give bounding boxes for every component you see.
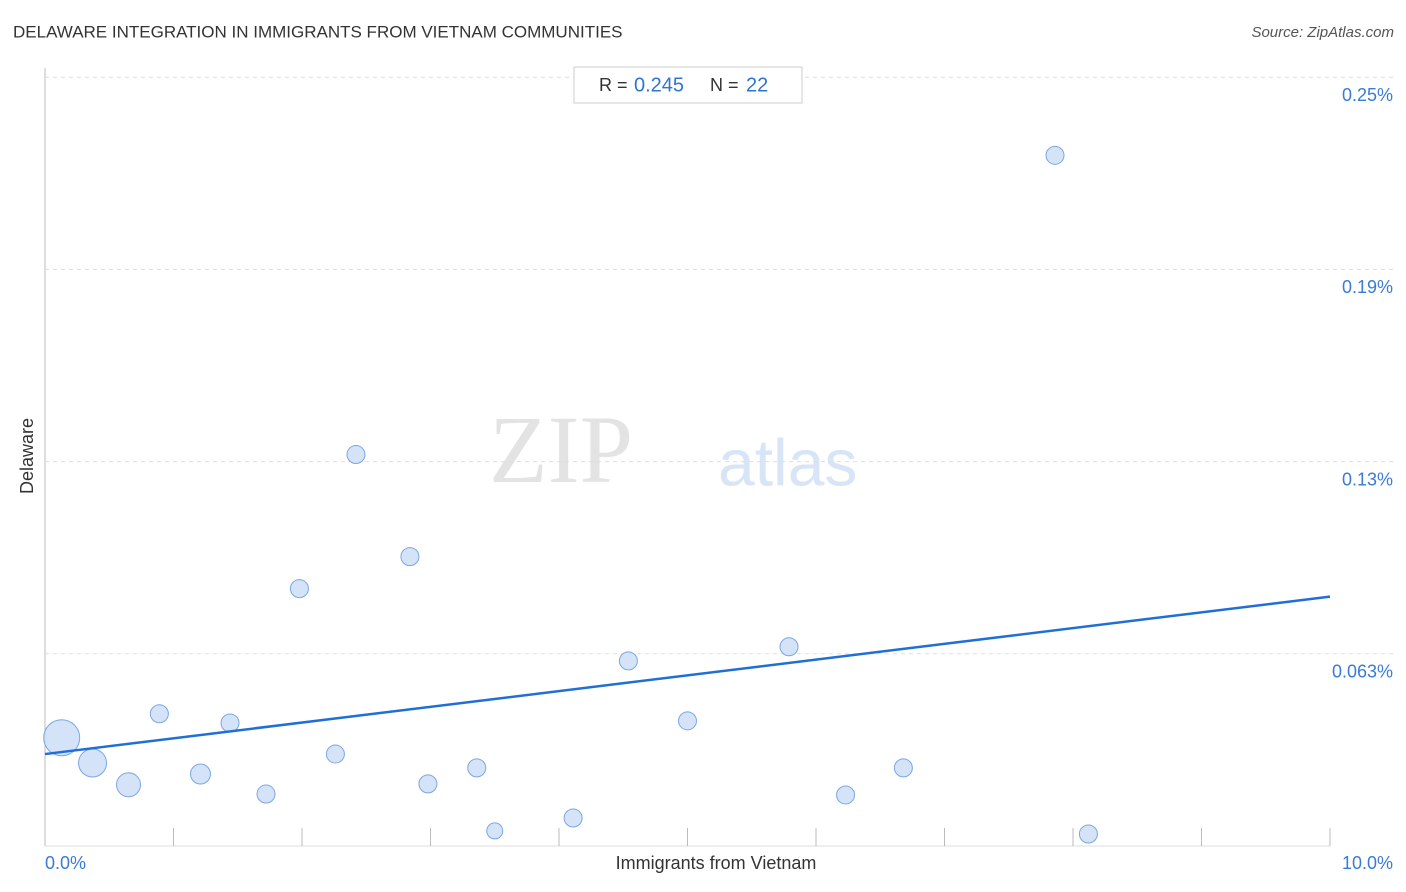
y-tick-label: 0.13% bbox=[1342, 469, 1393, 489]
y-axis-label: Delaware bbox=[17, 418, 37, 494]
source: Source: ZipAtlas.com bbox=[1251, 24, 1394, 41]
stats-label: R = bbox=[599, 75, 628, 95]
point bbox=[78, 748, 108, 778]
chart-title: DELAWARE INTEGRATION IN IMMIGRANTS FROM … bbox=[13, 22, 623, 41]
point bbox=[149, 704, 169, 724]
stats-box bbox=[573, 66, 803, 104]
stats-value: 22 bbox=[746, 74, 768, 96]
y-tick-label: 0.25% bbox=[1342, 85, 1393, 105]
y-tick-label: 0.19% bbox=[1342, 277, 1393, 297]
point bbox=[618, 651, 638, 671]
point bbox=[779, 637, 799, 657]
point bbox=[1078, 824, 1098, 844]
point bbox=[400, 547, 420, 567]
trend-line bbox=[44, 595, 1331, 756]
watermark: atlas bbox=[718, 425, 857, 499]
stats-label: N = bbox=[710, 75, 739, 95]
plot bbox=[43, 76, 1395, 846]
point bbox=[836, 785, 856, 805]
point bbox=[325, 744, 345, 764]
x-tick-label: 10.0% bbox=[1342, 853, 1393, 873]
point bbox=[256, 784, 276, 804]
x-axis-label: Immigrants from Vietnam bbox=[616, 853, 817, 873]
point bbox=[563, 808, 583, 828]
point bbox=[189, 763, 211, 785]
point bbox=[467, 758, 487, 778]
point bbox=[116, 772, 142, 798]
point bbox=[418, 774, 438, 794]
y-tick-label: 0.063% bbox=[1332, 662, 1393, 682]
point bbox=[43, 719, 81, 757]
point bbox=[486, 822, 504, 840]
watermark: ZIP bbox=[489, 396, 633, 503]
point bbox=[346, 445, 366, 465]
point bbox=[678, 711, 697, 731]
stats-value: 0.245 bbox=[634, 74, 684, 96]
point bbox=[289, 579, 309, 599]
point bbox=[1045, 145, 1065, 165]
point bbox=[220, 713, 240, 733]
x-tick-label: 0.0% bbox=[45, 853, 86, 873]
point bbox=[893, 758, 913, 778]
